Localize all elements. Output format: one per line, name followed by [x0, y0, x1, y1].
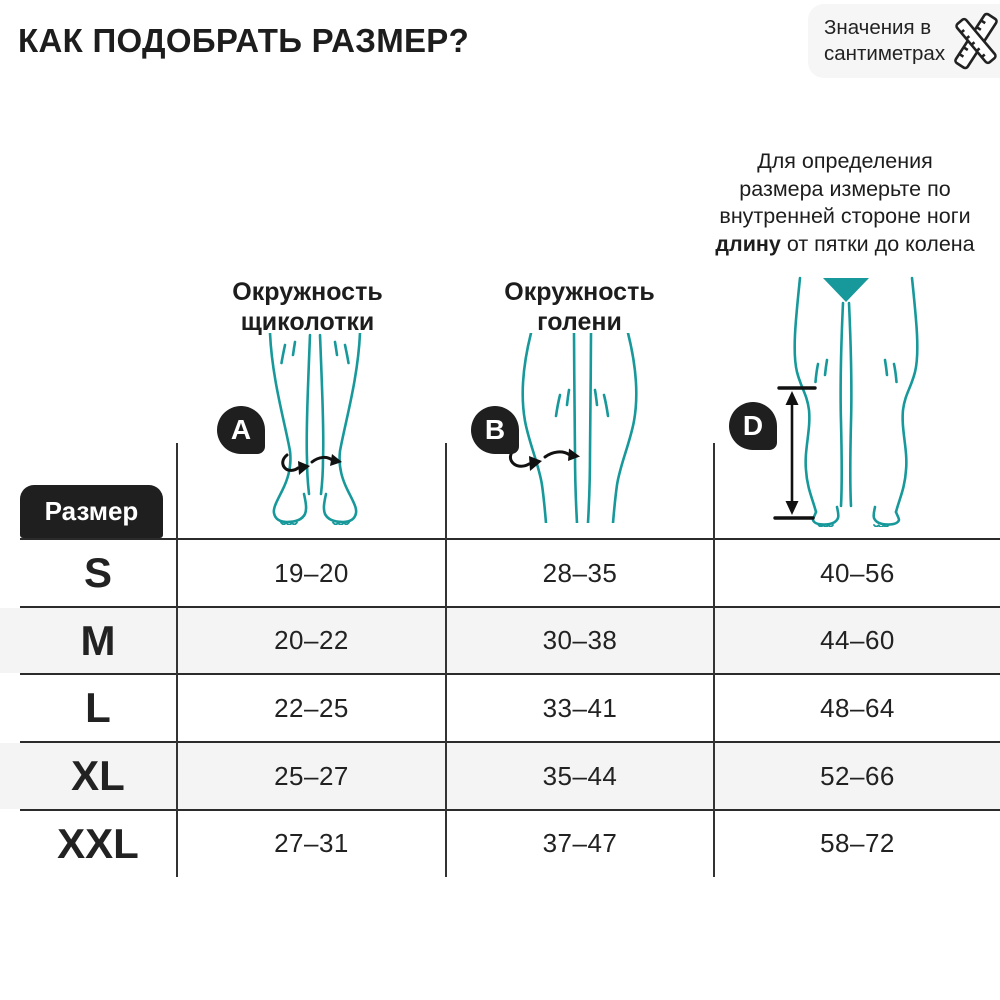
table-row-s-ankle: 19–20 — [274, 557, 349, 588]
table-row-s-size: S — [83, 549, 112, 596]
table-row-xl-ankle: 25–27 — [274, 760, 349, 791]
units-note-card: Значения в сантиметрах — [808, 4, 1000, 78]
table-line — [20, 673, 1000, 675]
table-row-l-calf: 33–41 — [542, 692, 618, 723]
table-column-divider — [176, 443, 178, 877]
table-row-l-length: 48–64 — [820, 692, 895, 723]
table-row-xl-length: 52–66 — [820, 760, 895, 791]
units-note-line1: Значения в — [824, 16, 932, 39]
table-row-l-ankle: 22–25 — [274, 692, 349, 723]
instruction-line2: размера измерьте по — [739, 176, 951, 201]
table-row-xxl-size: XXL — [57, 819, 139, 867]
table-column-divider — [713, 443, 715, 877]
table-row-l-size: L — [85, 684, 111, 731]
calf-legs-illustration — [508, 333, 638, 523]
ruler-icon — [954, 12, 998, 70]
length-arrow-icon — [773, 386, 817, 520]
table-row-xxl-calf: 37–47 — [542, 828, 618, 858]
table-row-xxl-length: 58–72 — [820, 828, 895, 858]
table-row-xxl-ankle: 27–31 — [274, 828, 349, 858]
body-triangle — [823, 278, 869, 302]
table-line — [20, 538, 1000, 540]
table-header-badge: Размер — [20, 485, 163, 538]
badge-a: A — [217, 406, 265, 454]
table-row-m-calf: 30–38 — [542, 625, 618, 655]
table-row-xl-calf: 35–44 — [542, 760, 618, 791]
badge-d: D — [729, 402, 777, 450]
instruction-line3: внутренней стороне ноги — [719, 204, 971, 228]
column-header-calf: Окружность голени — [504, 278, 655, 336]
table-row-m-ankle: 20–22 — [274, 625, 349, 655]
units-note: Значения в сантиметрах — [824, 15, 945, 67]
page-title: КАК ПОДОБРАТЬ РАЗМЕР? — [18, 22, 470, 59]
instruction-line1: Для определения — [757, 149, 933, 173]
table-column-divider — [445, 443, 447, 877]
table-row-m-size: M — [80, 616, 116, 664]
instruction-line4: длину от пятки до колена — [715, 231, 975, 256]
row-band-xl — [0, 743, 1000, 809]
ankle-legs-illustration — [268, 333, 362, 525]
rotation-arrow-icon — [508, 445, 571, 468]
column-header-ankle: Окружность щиколотки — [232, 278, 383, 336]
full-legs-illustration — [773, 276, 919, 527]
table-row-xl-size: XL — [71, 752, 125, 799]
table-line — [20, 809, 1000, 811]
rotation-arrow-icon — [281, 453, 334, 472]
table-line — [20, 606, 1000, 608]
table-line — [20, 741, 1000, 743]
table-row-s-calf: 28–35 — [542, 557, 618, 588]
instruction-length-word: длину — [715, 231, 781, 256]
units-note-line2: сантиметрах — [824, 42, 946, 65]
table-row-m-length: 44–60 — [820, 625, 895, 655]
row-band-m — [0, 608, 1000, 673]
table-row-s-length: 40–56 — [820, 557, 895, 588]
measurement-instruction: Для определения размера измерьте по внут… — [690, 148, 1000, 258]
badge-b: B — [471, 406, 519, 454]
